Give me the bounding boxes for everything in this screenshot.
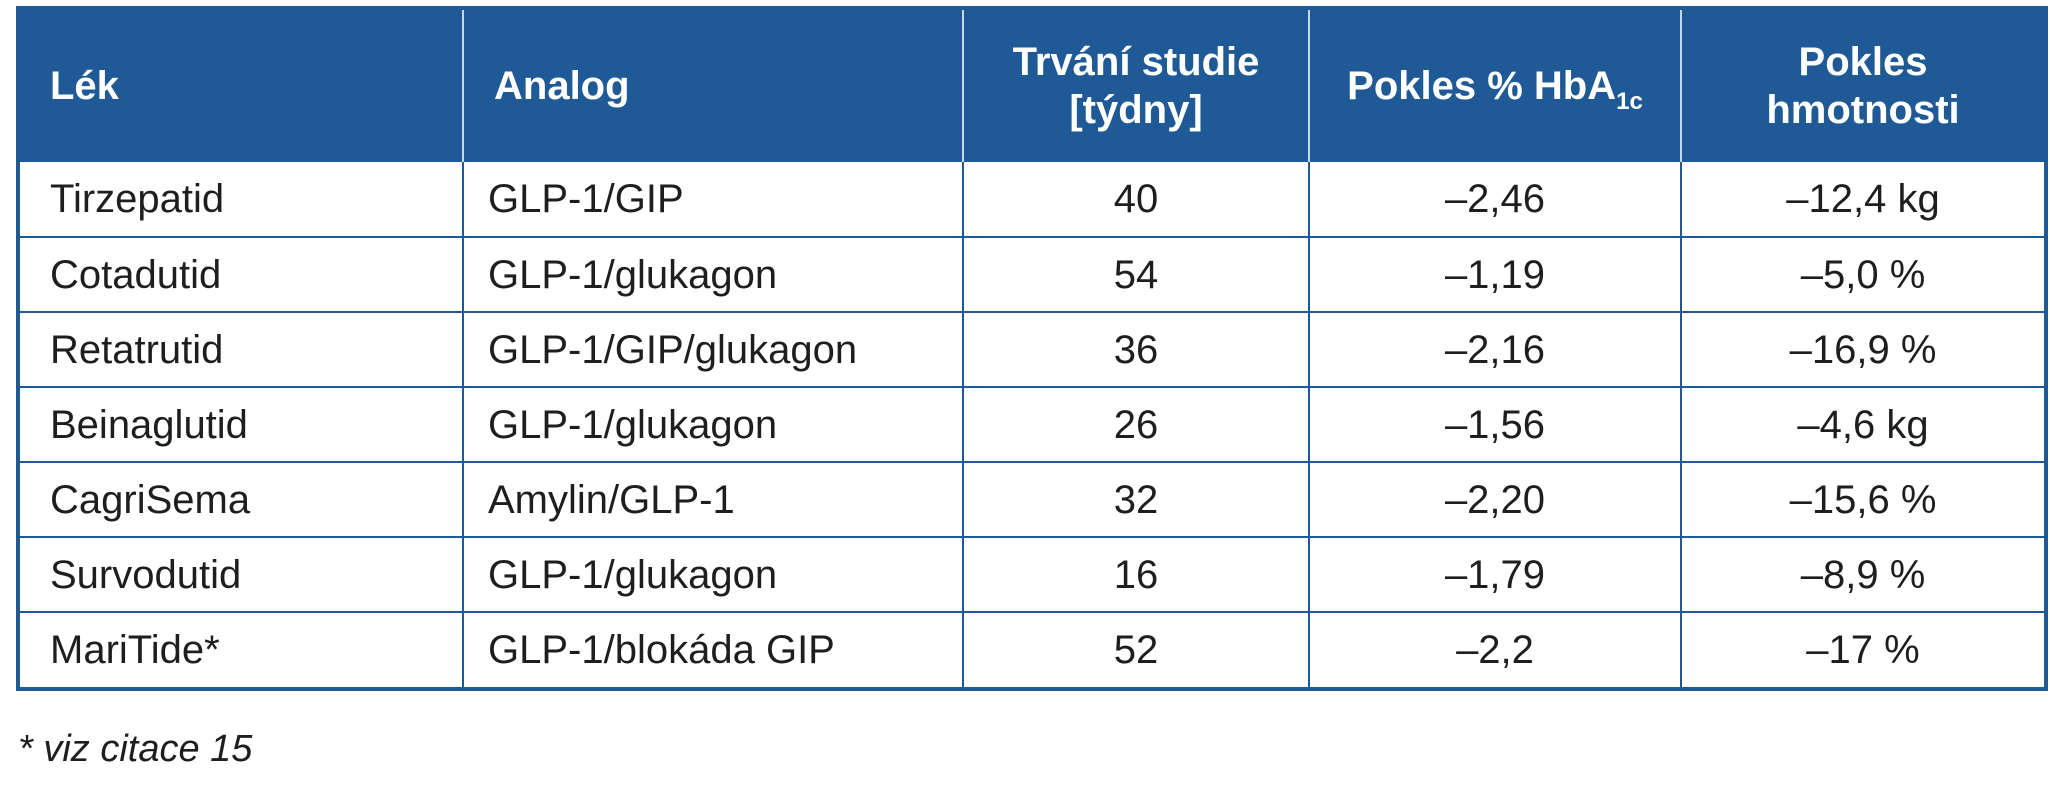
table-row: Cotadutid GLP-1/glukagon 54 –1,19 –5,0 %: [20, 236, 2044, 312]
table-header: Lék Analog Trvání studie [týdny] Pokles …: [20, 10, 2044, 162]
cell-duration: 26: [962, 386, 1309, 462]
cell-analog: GLP-1/glukagon: [462, 236, 963, 312]
cell-hba1c: –2,46: [1308, 162, 1681, 237]
cell-hba1c: –2,20: [1308, 461, 1681, 537]
cell-hba1c: –2,2: [1308, 611, 1681, 687]
cell-drug: Beinaglutid: [20, 386, 463, 462]
table-row: Retatrutid GLP-1/GIP/glukagon 36 –2,16 –…: [20, 311, 2044, 387]
header-drug: Lék: [20, 10, 463, 162]
cell-analog: GLP-1/glukagon: [462, 536, 963, 612]
cell-duration: 52: [962, 611, 1309, 687]
header-duration-line2: [týdny]: [1069, 88, 1203, 132]
cell-duration: 16: [962, 536, 1309, 612]
header-duration-line1: Trvání studie: [1012, 40, 1260, 84]
cell-analog: GLP-1/glukagon: [462, 386, 963, 462]
cell-analog: GLP-1/GIP: [462, 162, 963, 237]
cell-hba1c: –1,19: [1308, 236, 1681, 312]
table-row: Beinaglutid GLP-1/glukagon 26 –1,56 –4,6…: [20, 386, 2044, 462]
cell-drug: Cotadutid: [20, 236, 463, 312]
cell-analog: GLP-1/GIP/glukagon: [462, 311, 963, 387]
cell-duration: 40: [962, 162, 1309, 237]
cell-duration: 54: [962, 236, 1309, 312]
header-duration: Trvání studie [týdny]: [962, 10, 1309, 162]
cell-weight: –16,9 %: [1680, 311, 2044, 387]
table-body: Tirzepatid GLP-1/GIP 40 –2,46 –12,4 kg C…: [20, 162, 2044, 687]
cell-weight: –8,9 %: [1680, 536, 2044, 612]
cell-drug: CagriSema: [20, 461, 463, 537]
cell-duration: 32: [962, 461, 1309, 537]
cell-analog: GLP-1/blokáda GIP: [462, 611, 963, 687]
table-row: MariTide* GLP-1/blokáda GIP 52 –2,2 –17 …: [20, 611, 2044, 687]
cell-weight: –17 %: [1680, 611, 2044, 687]
cell-weight: –12,4 kg: [1680, 162, 2044, 237]
table-row: Tirzepatid GLP-1/GIP 40 –2,46 –12,4 kg: [20, 162, 2044, 237]
header-row: Lék Analog Trvání studie [týdny] Pokles …: [20, 10, 2044, 162]
header-hba1c-subscript: 1c: [1616, 88, 1643, 115]
cell-hba1c: –2,16: [1308, 311, 1681, 387]
cell-weight: –5,0 %: [1680, 236, 2044, 312]
footnote: * viz citace 15: [18, 728, 253, 770]
header-weight-line2: hmotnosti: [1766, 88, 1960, 132]
table-row: CagriSema Amylin/GLP-1 32 –2,20 –15,6 %: [20, 461, 2044, 537]
table-row: Survodutid GLP-1/glukagon 16 –1,79 –8,9 …: [20, 536, 2044, 612]
cell-weight: –15,6 %: [1680, 461, 2044, 537]
cell-analog: Amylin/GLP-1: [462, 461, 963, 537]
header-analog-label: Analog: [494, 64, 630, 108]
cell-drug: MariTide*: [20, 611, 463, 687]
cell-duration: 36: [962, 311, 1309, 387]
cell-hba1c: –1,56: [1308, 386, 1681, 462]
header-hba1c: Pokles % HbA1c: [1308, 10, 1681, 162]
cell-drug: Retatrutid: [20, 311, 463, 387]
header-drug-label: Lék: [50, 64, 119, 108]
header-weight: Pokles hmotnosti: [1680, 10, 2044, 162]
cell-drug: Tirzepatid: [50, 177, 225, 221]
cell-drug: Survodutid: [20, 536, 463, 612]
header-weight-line1: Pokles: [1798, 40, 1928, 84]
cell-hba1c: –1,79: [1308, 536, 1681, 612]
header-hba1c-label: Pokles % HbA: [1347, 64, 1617, 108]
drug-comparison-table-container: Lék Analog Trvání studie [týdny] Pokles …: [16, 6, 2048, 691]
header-analog: Analog: [462, 10, 963, 162]
cell-weight: –4,6 kg: [1680, 386, 2044, 462]
drug-comparison-table: Lék Analog Trvání studie [týdny] Pokles …: [20, 10, 2044, 687]
